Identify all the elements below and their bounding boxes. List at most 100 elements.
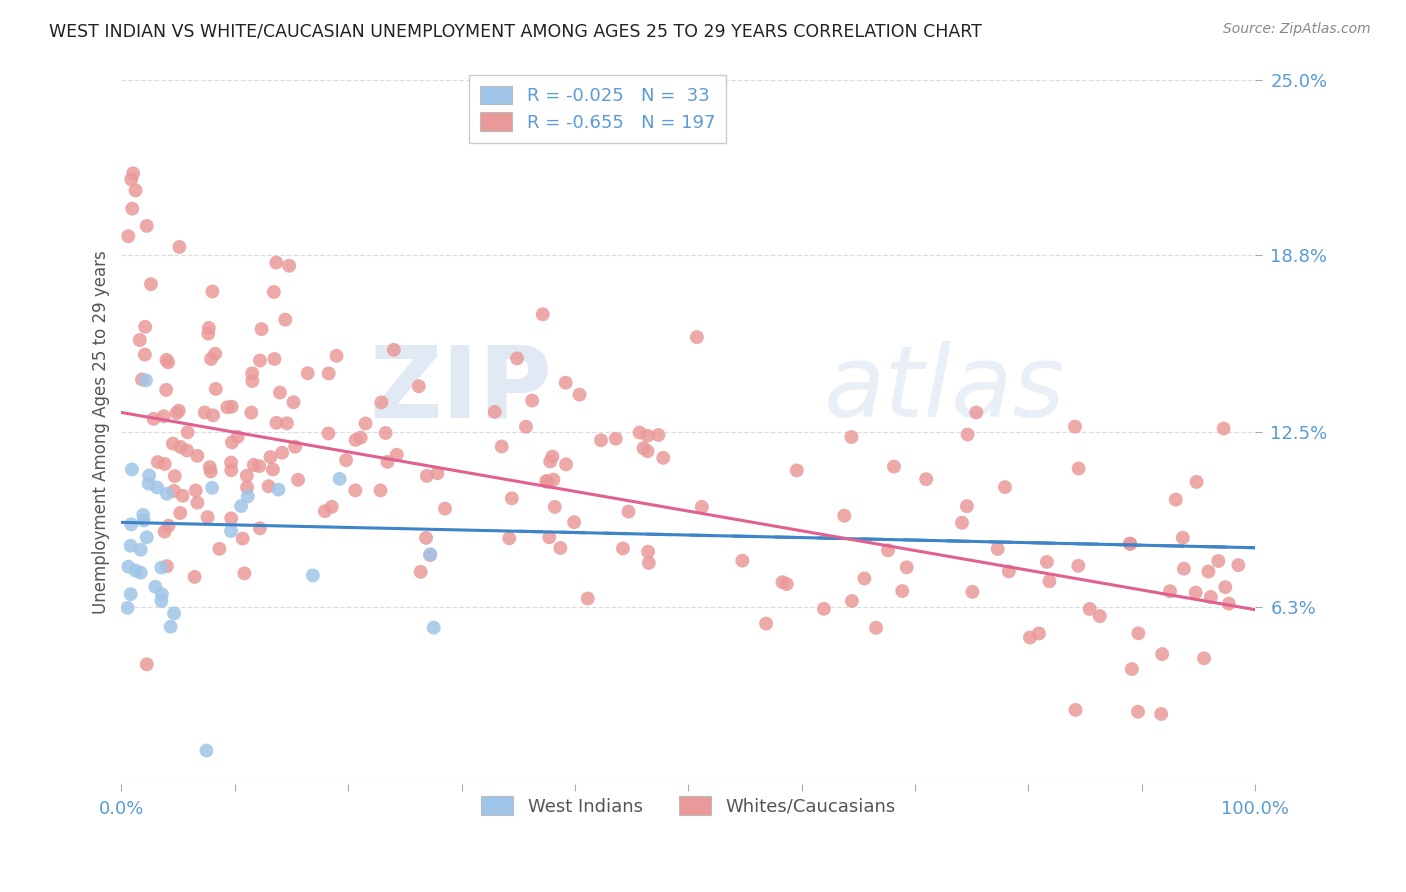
Point — [152, 409, 174, 424]
Point — [896, 560, 918, 574]
Point — [117, 229, 139, 244]
Point — [131, 372, 153, 386]
Point — [135, 657, 157, 672]
Point — [786, 463, 808, 477]
Point — [633, 441, 655, 455]
Point — [637, 556, 659, 570]
Point — [163, 469, 186, 483]
Point — [117, 600, 139, 615]
Point — [617, 505, 640, 519]
Point — [987, 541, 1010, 556]
Point — [249, 521, 271, 535]
Point — [172, 489, 194, 503]
Point — [950, 516, 973, 530]
Point — [1185, 475, 1208, 489]
Point — [263, 351, 285, 366]
Point — [157, 518, 180, 533]
Point — [201, 481, 224, 495]
Point — [240, 374, 263, 388]
Point — [1159, 584, 1181, 599]
Point — [1067, 558, 1090, 573]
Point — [568, 387, 591, 401]
Point — [647, 428, 669, 442]
Point — [135, 530, 157, 544]
Point — [197, 510, 219, 524]
Point — [249, 353, 271, 368]
Point — [543, 473, 565, 487]
Point — [536, 475, 558, 489]
Point — [194, 405, 217, 419]
Point — [124, 183, 146, 197]
Point — [129, 542, 152, 557]
Point — [146, 455, 169, 469]
Point — [416, 468, 439, 483]
Point — [132, 514, 155, 528]
Point — [956, 499, 979, 513]
Point — [1126, 705, 1149, 719]
Point — [589, 434, 612, 448]
Point — [120, 517, 142, 532]
Point — [965, 405, 987, 419]
Point — [186, 449, 208, 463]
Point — [157, 355, 180, 369]
Point — [841, 594, 863, 608]
Point — [202, 409, 225, 423]
Point — [536, 474, 558, 488]
Point — [1036, 555, 1059, 569]
Point — [314, 504, 336, 518]
Point — [853, 571, 876, 585]
Point — [520, 393, 543, 408]
Point — [266, 255, 288, 269]
Point — [138, 468, 160, 483]
Point — [159, 620, 181, 634]
Point — [408, 379, 430, 393]
Point — [419, 548, 441, 562]
Point — [1199, 590, 1222, 604]
Point — [240, 406, 263, 420]
Point — [266, 416, 288, 430]
Point — [219, 456, 242, 470]
Point — [329, 472, 352, 486]
Point — [153, 524, 176, 539]
Point — [219, 524, 242, 538]
Point — [550, 541, 572, 555]
Point — [994, 480, 1017, 494]
Text: ZIP: ZIP — [370, 342, 553, 439]
Text: WEST INDIAN VS WHITE/CAUCASIAN UNEMPLOYMENT AMONG AGES 25 TO 29 YEARS CORRELATIO: WEST INDIAN VS WHITE/CAUCASIAN UNEMPLOYM… — [49, 22, 981, 40]
Point — [1171, 531, 1194, 545]
Point — [538, 530, 561, 544]
Point — [538, 454, 561, 468]
Point — [184, 483, 207, 498]
Point — [283, 395, 305, 409]
Point — [121, 202, 143, 216]
Point — [120, 172, 142, 186]
Point — [1038, 574, 1060, 589]
Legend: West Indians, Whites/Caucasians: West Indians, Whites/Caucasians — [471, 788, 905, 825]
Point — [257, 479, 280, 493]
Point — [219, 511, 242, 525]
Point — [1019, 631, 1042, 645]
Point — [247, 459, 270, 474]
Point — [134, 319, 156, 334]
Point — [433, 501, 456, 516]
Point — [240, 366, 263, 380]
Point — [200, 464, 222, 478]
Point — [146, 481, 169, 495]
Point — [198, 321, 221, 335]
Point — [1119, 536, 1142, 550]
Point — [370, 395, 392, 409]
Point — [186, 496, 208, 510]
Point — [204, 347, 226, 361]
Point — [555, 458, 578, 472]
Point — [385, 448, 408, 462]
Point — [219, 463, 242, 477]
Point — [204, 382, 226, 396]
Point — [155, 383, 177, 397]
Point — [162, 436, 184, 450]
Point — [772, 575, 794, 590]
Point — [1064, 703, 1087, 717]
Point — [637, 428, 659, 442]
Point — [221, 400, 243, 414]
Point — [1078, 602, 1101, 616]
Point — [142, 412, 165, 426]
